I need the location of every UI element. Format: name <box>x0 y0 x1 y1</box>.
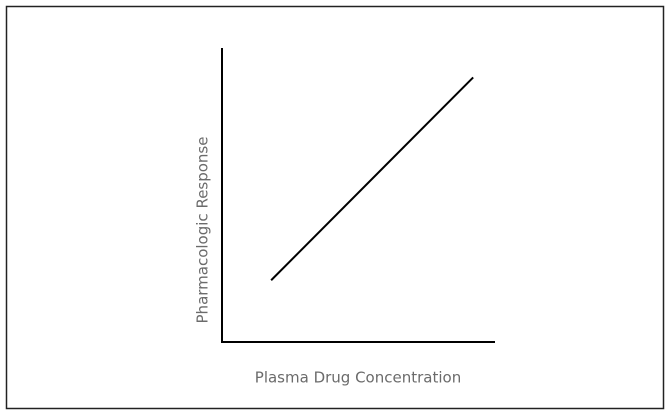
data-line <box>270 76 474 281</box>
x-axis-label: Plasma Drug Concentration <box>255 369 461 387</box>
y-axis-label: Pharmacologic Response <box>194 137 212 324</box>
frame <box>5 5 665 410</box>
